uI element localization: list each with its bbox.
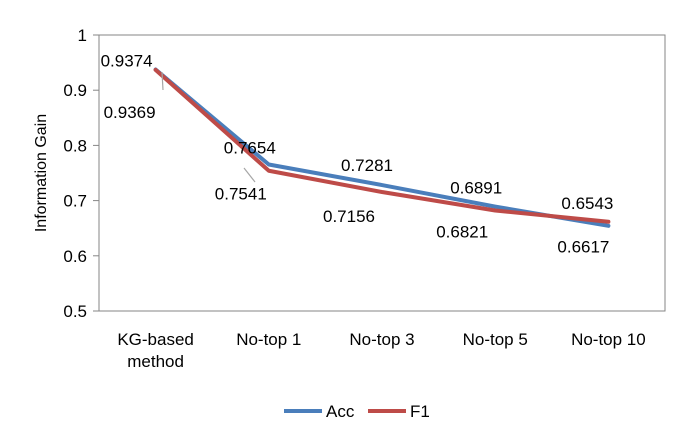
y-axis-title: Information Gain — [33, 114, 50, 232]
x-tick-label: No-top 10 — [571, 330, 646, 349]
legend: Acc F1 — [284, 402, 430, 421]
data-label-acc: 0.7281 — [341, 156, 393, 175]
data-label-acc: 0.6891 — [450, 179, 502, 198]
data-label-f1: 0.9369 — [104, 103, 156, 122]
data-label-f1: 0.6821 — [436, 222, 488, 241]
series-line-f1 — [153, 67, 611, 224]
plot-area-border — [98, 34, 666, 312]
data-label-f1: 0.7541 — [215, 185, 267, 204]
y-tick-label: 0.9 — [63, 81, 87, 100]
data-label-acc: 0.9374 — [101, 52, 153, 71]
data-label-acc: 0.7654 — [224, 138, 276, 157]
x-tick-label: No-top 3 — [349, 330, 414, 349]
leader-line — [161, 71, 164, 91]
legend-label-f1: F1 — [410, 402, 430, 421]
y-tick-label: 0.8 — [63, 136, 87, 155]
data-label-f1: 0.6617 — [557, 238, 609, 257]
legend-label-acc: Acc — [326, 402, 355, 421]
data-label-f1: 0.7156 — [323, 207, 375, 226]
x-tick-label: No-top 1 — [236, 330, 301, 349]
y-tick-label: 1 — [78, 26, 87, 45]
x-tick-label: No-top 5 — [463, 330, 528, 349]
y-tick-label: 0.5 — [63, 302, 87, 321]
y-tick-label: 0.7 — [63, 192, 87, 211]
leader-line — [243, 167, 256, 183]
x-tick-label: KG-based method — [117, 330, 194, 371]
data-label-acc: 0.6543 — [561, 194, 613, 213]
y-tick-label: 0.6 — [63, 247, 87, 266]
